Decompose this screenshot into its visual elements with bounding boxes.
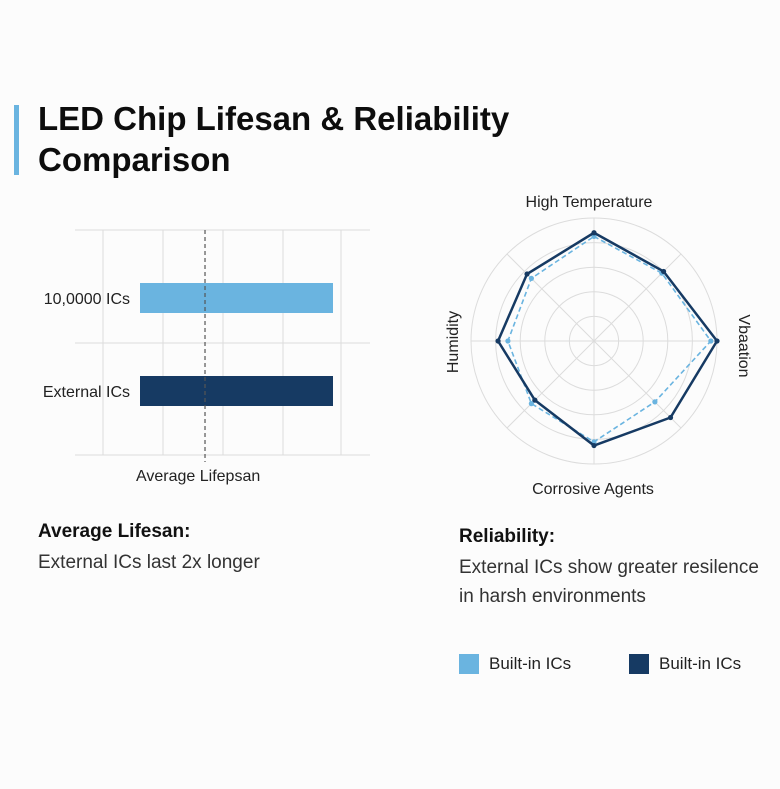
radar-point <box>591 233 597 240</box>
radar-point <box>591 442 597 449</box>
bar-category-label: External ICs <box>43 384 130 401</box>
radar-axis-label-vibration: Vbaation <box>735 314 752 377</box>
radar-axis-label-corrosive-agents: Corrosive Agents <box>532 481 654 498</box>
radar-spoke <box>506 340 595 429</box>
radar-axis-label-high-temperature: High Temperature <box>526 194 653 211</box>
radar-point <box>524 271 530 277</box>
radar-point <box>714 338 720 344</box>
radar-point <box>528 401 534 407</box>
radar-point <box>528 275 534 281</box>
radar-point <box>652 399 658 405</box>
reliability-text-line2: in harsh environments <box>459 586 646 607</box>
radar-spoke <box>593 340 682 429</box>
bar-built-in <box>140 283 333 313</box>
legend-item-light: Built-in ICs <box>459 654 571 674</box>
legend-swatch-dark <box>629 654 649 674</box>
lifespan-heading: Average Lifesan: <box>38 521 191 542</box>
radar-point <box>532 397 538 403</box>
legend-label-light: Built-in ICs <box>489 654 572 673</box>
bar-x-axis-label: Average Lifepsan <box>136 468 261 485</box>
radar-point <box>591 230 597 236</box>
radar-point <box>505 338 511 344</box>
radar-point <box>495 338 501 344</box>
reliability-text-line1: External ICs show greater resilence <box>459 557 759 578</box>
reliability-heading: Reliability: <box>459 526 556 547</box>
radar-axis-label-humidity: Humidity <box>445 311 462 373</box>
legend-item-dark: Built-in ICs <box>629 654 741 674</box>
radar-point <box>667 414 674 421</box>
title-accent-bar <box>14 105 19 175</box>
radar-point <box>708 338 714 344</box>
bar-external <box>140 376 333 406</box>
radar-spoke <box>506 253 595 342</box>
radar-spoke <box>593 253 682 342</box>
legend-swatch-light <box>459 654 479 674</box>
bar-category-label: 10,0000 ICs <box>44 291 130 308</box>
lifespan-text: External ICs last 2x longer <box>38 552 260 573</box>
radar-point <box>660 268 667 275</box>
legend-label-dark: Built-in ICs <box>659 654 742 673</box>
page-title: LED Chip Lifesan & Reliability Compariso… <box>38 100 510 178</box>
